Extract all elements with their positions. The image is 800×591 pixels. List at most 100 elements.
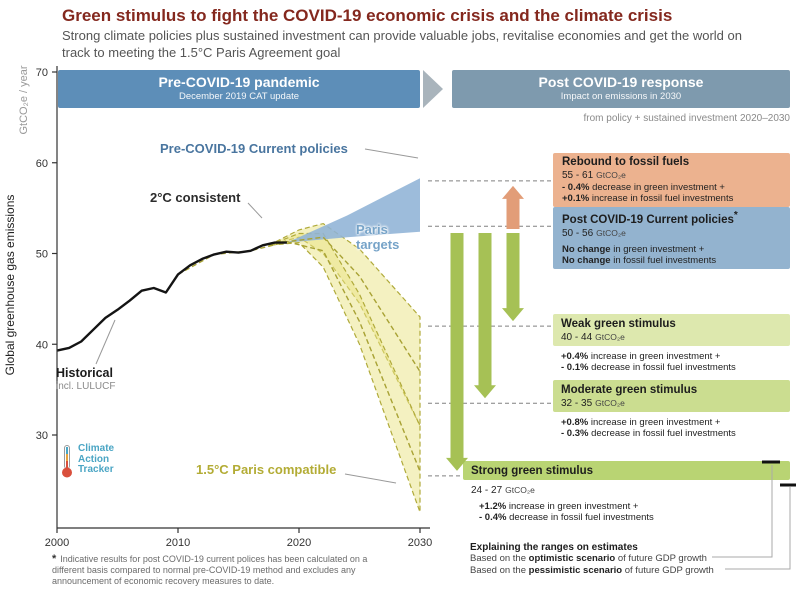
logo-line1: Climate — [78, 443, 115, 454]
climate-action-tracker-logo: Climate Action Tracker — [60, 443, 115, 478]
y-tick-label: 40 — [36, 339, 48, 351]
detail-line: - 0.3% decrease in fossil fuel investmen… — [561, 428, 736, 439]
box-range-value: 50 - 56 — [562, 227, 594, 239]
y-axis-unit: GtCO₂e / year — [18, 65, 30, 135]
scenario-box-weak-green-stimulus: Weak green stimulus 40 - 44 GtCO₂e +0.4% … — [553, 314, 790, 373]
banner-post-title: Post COVID-19 response — [538, 74, 704, 90]
scenario-box-moderate-green-stimulus: Moderate green stimulus 32 - 35 GtCO₂e +0… — [553, 380, 790, 439]
banner-pre-subtitle: December 2019 CAT update — [178, 91, 300, 102]
detail-line: +1.2% increase in green investment + — [479, 501, 639, 512]
y-tick-label: 50 — [36, 249, 48, 261]
box-range: 32 - 35 GtCO₂e — [561, 398, 782, 409]
footnote-text: Indicative results for post COVID-19 cur… — [52, 554, 368, 586]
arrow-weak-green-stimulus — [502, 233, 524, 322]
label-paris-15-compatible: 1.5°C Paris compatible — [196, 462, 337, 477]
label-two-deg-consistent: 2°C consistent — [150, 190, 241, 205]
two-deg-median — [177, 236, 421, 372]
page-title: Green stimulus to fight the COVID-19 eco… — [62, 6, 673, 25]
leader-historical — [95, 319, 116, 365]
detail-line: - 0.1% decrease in fossil fuel investmen… — [561, 362, 736, 373]
box-range: 55 - 61 GtCO₂e — [562, 170, 781, 181]
banner-post-covid: Post COVID-19 response Impact on emissio… — [452, 70, 790, 108]
x-tick-label: 2000 — [45, 537, 69, 549]
label-historical-main: Historical — [56, 366, 113, 380]
detail-line: - 0.4% decrease in green investment + — [562, 182, 725, 193]
x-tick-label: 2030 — [408, 537, 432, 549]
box-title: Rebound to fossil fuels — [562, 156, 690, 168]
detail-line: No change in fossil fuel investments — [562, 254, 717, 266]
box-details: - 0.4% decrease in green investment + +0… — [562, 183, 781, 204]
scenario-box-post-covid-current-policies: Post COVID-19 Current policies* 50 - 56 G… — [553, 207, 790, 269]
box-title: Weak green stimulus — [561, 318, 676, 330]
arrow-moderate-green-stimulus — [474, 233, 496, 399]
arrow-rebound-to-fossil-fuels — [502, 185, 524, 229]
x-tick-label: 2020 — [287, 537, 311, 549]
box-header: Weak green stimulus 40 - 44 GtCO₂e — [553, 314, 790, 346]
label-current-policies: Pre-COVID-19 Current policies — [160, 141, 348, 156]
box-header: Moderate green stimulus 32 - 35 GtCO₂e — [553, 380, 790, 412]
ranges-note-pessimistic: Based on the pessimistic scenario of fut… — [470, 564, 714, 576]
detail-line: No change in green investment + — [562, 243, 705, 255]
box-range-value: 55 - 61 — [562, 170, 594, 181]
box-range: 50 - 56 GtCO₂e — [562, 228, 781, 239]
footnote: * Indicative results for post COVID-19 c… — [52, 554, 387, 587]
logo-text: Climate Action Tracker — [78, 443, 115, 476]
banner-post-subtitle: Impact on emissions in 2030 — [560, 91, 682, 102]
box-range-unit: GtCO₂e — [596, 227, 626, 238]
box-details: +0.8% increase in green investment + - 0… — [553, 414, 790, 439]
arrow-strong-green-stimulus — [446, 233, 468, 471]
box-range: 24 - 27 GtCO₂e — [471, 485, 782, 496]
footnote-mark: * — [733, 210, 738, 221]
label-historical-sub: incl. LULUCF — [56, 381, 116, 392]
detail-line: +0.1% increase in fossil fuel investment… — [562, 193, 734, 204]
label-paris-line2: targets — [356, 237, 400, 252]
ranges-note-title: Explaining the ranges on estimates — [470, 542, 638, 553]
y-tick-label: 70 — [36, 67, 48, 79]
box-details: +0.4% increase in green investment + - 0… — [553, 348, 790, 373]
scenario-box-rebound: Rebound to fossil fuels 55 - 61 GtCO₂e - … — [553, 153, 790, 207]
post-banner-note: from policy + sustained investment 2020–… — [583, 113, 790, 124]
chevron-right-icon — [423, 70, 443, 108]
leader-two-deg — [247, 202, 263, 219]
detail-line: +0.4% increase in green investment + — [561, 351, 721, 362]
box-details: No change in green investment + No chang… — [562, 243, 781, 266]
banner-pre-title: Pre-COVID-19 pandemic — [158, 74, 320, 90]
detail-line: +0.8% increase in green investment + — [561, 417, 721, 428]
two-deg-band — [268, 222, 421, 427]
leader-current-policies — [364, 148, 419, 159]
scenario-box-strong-green-stimulus: Strong green stimulus 24 - 27 GtCO₂e +1.2… — [463, 461, 790, 526]
y-tick-label: 30 — [36, 430, 48, 442]
thermometer-icon — [62, 445, 72, 478]
historical-line — [56, 241, 287, 352]
y-axis-label: Global greenhouse gas emissions — [3, 194, 17, 376]
box-range: 40 - 44 GtCO₂e — [561, 332, 782, 343]
x-tick-label: 2010 — [166, 537, 190, 549]
box-details: +1.2% increase in green investment + - 0… — [471, 498, 782, 523]
page-subtitle: Strong climate policies plus sustained i… — [62, 28, 742, 60]
leader-paris15 — [344, 473, 397, 484]
box-range-value: 24 - 27 — [471, 485, 503, 496]
label-historical: Historical incl. LULUCF — [56, 366, 115, 392]
detail-line: - 0.4% decrease in fossil fuel investmen… — [479, 512, 654, 523]
y-tick-label: 60 — [36, 158, 48, 170]
box-range-unit: GtCO₂e — [505, 485, 535, 495]
box-body: 24 - 27 GtCO₂e +1.2% increase in green in… — [463, 480, 790, 526]
ranges-note-optimistic: Based on the optimistic scenario of futu… — [470, 553, 707, 564]
box-title: Moderate green stimulus — [561, 384, 698, 396]
box-range-unit: GtCO₂e — [596, 170, 626, 180]
box-header: Strong green stimulus — [463, 461, 790, 480]
label-paris-line1: Paris — [356, 222, 388, 237]
box-range-unit: GtCO₂e — [595, 332, 625, 342]
box-range-value: 40 - 44 — [561, 332, 593, 343]
paris-15-median — [286, 241, 421, 472]
footnote-mark: * — [52, 553, 57, 565]
label-paris-targets: Paris targets — [356, 222, 399, 252]
pre-covid-current-policies-band — [286, 178, 420, 243]
banner-pre-covid: Pre-COVID-19 pandemic December 2019 CAT … — [58, 70, 420, 108]
box-range-value: 32 - 35 — [561, 398, 593, 409]
logo-line3: Tracker — [78, 464, 114, 475]
box-title: Strong green stimulus — [471, 465, 594, 477]
box-range-unit: GtCO₂e — [595, 398, 625, 408]
logo-line2: Action — [78, 453, 110, 465]
